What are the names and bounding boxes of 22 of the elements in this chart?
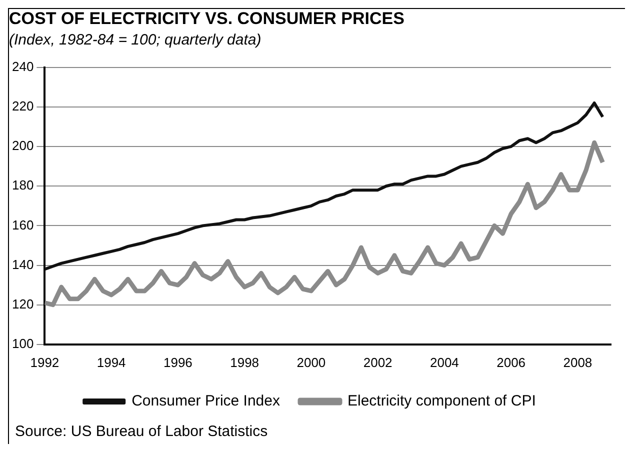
chart-subtitle: (Index, 1982-84 = 100; quarterly data) bbox=[9, 32, 262, 49]
x-tick-label: 2006 bbox=[496, 354, 526, 370]
y-tick-label: 120 bbox=[12, 296, 34, 312]
x-tick-label: 2004 bbox=[430, 354, 459, 370]
x-tick-label: 2008 bbox=[563, 354, 592, 370]
y-tick-label: 140 bbox=[12, 256, 34, 272]
x-tick-label: 2000 bbox=[296, 354, 326, 370]
x-tick-label: 1992 bbox=[30, 354, 60, 370]
x-tick-label: 1998 bbox=[230, 354, 260, 370]
y-tick-label: 240 bbox=[12, 58, 34, 74]
chart-title: COST OF ELECTRICITY VS. CONSUMER PRICES bbox=[9, 8, 404, 28]
legend-label: Electricity component of CPI bbox=[347, 392, 536, 410]
x-tick-label: 1994 bbox=[96, 354, 126, 370]
y-tick-label: 220 bbox=[12, 98, 34, 114]
x-tick-label: 1996 bbox=[163, 354, 192, 370]
source-note: Source: US Bureau of Labor Statistics bbox=[14, 422, 269, 442]
y-tick-label: 180 bbox=[12, 178, 34, 193]
y-tick-label: 160 bbox=[12, 217, 34, 232]
y-tick-label: 100 bbox=[12, 336, 34, 351]
x-tick-label: 2002 bbox=[363, 354, 392, 370]
legend-label: Consumer Price Index bbox=[132, 392, 280, 410]
y-tick-label: 200 bbox=[12, 138, 34, 154]
